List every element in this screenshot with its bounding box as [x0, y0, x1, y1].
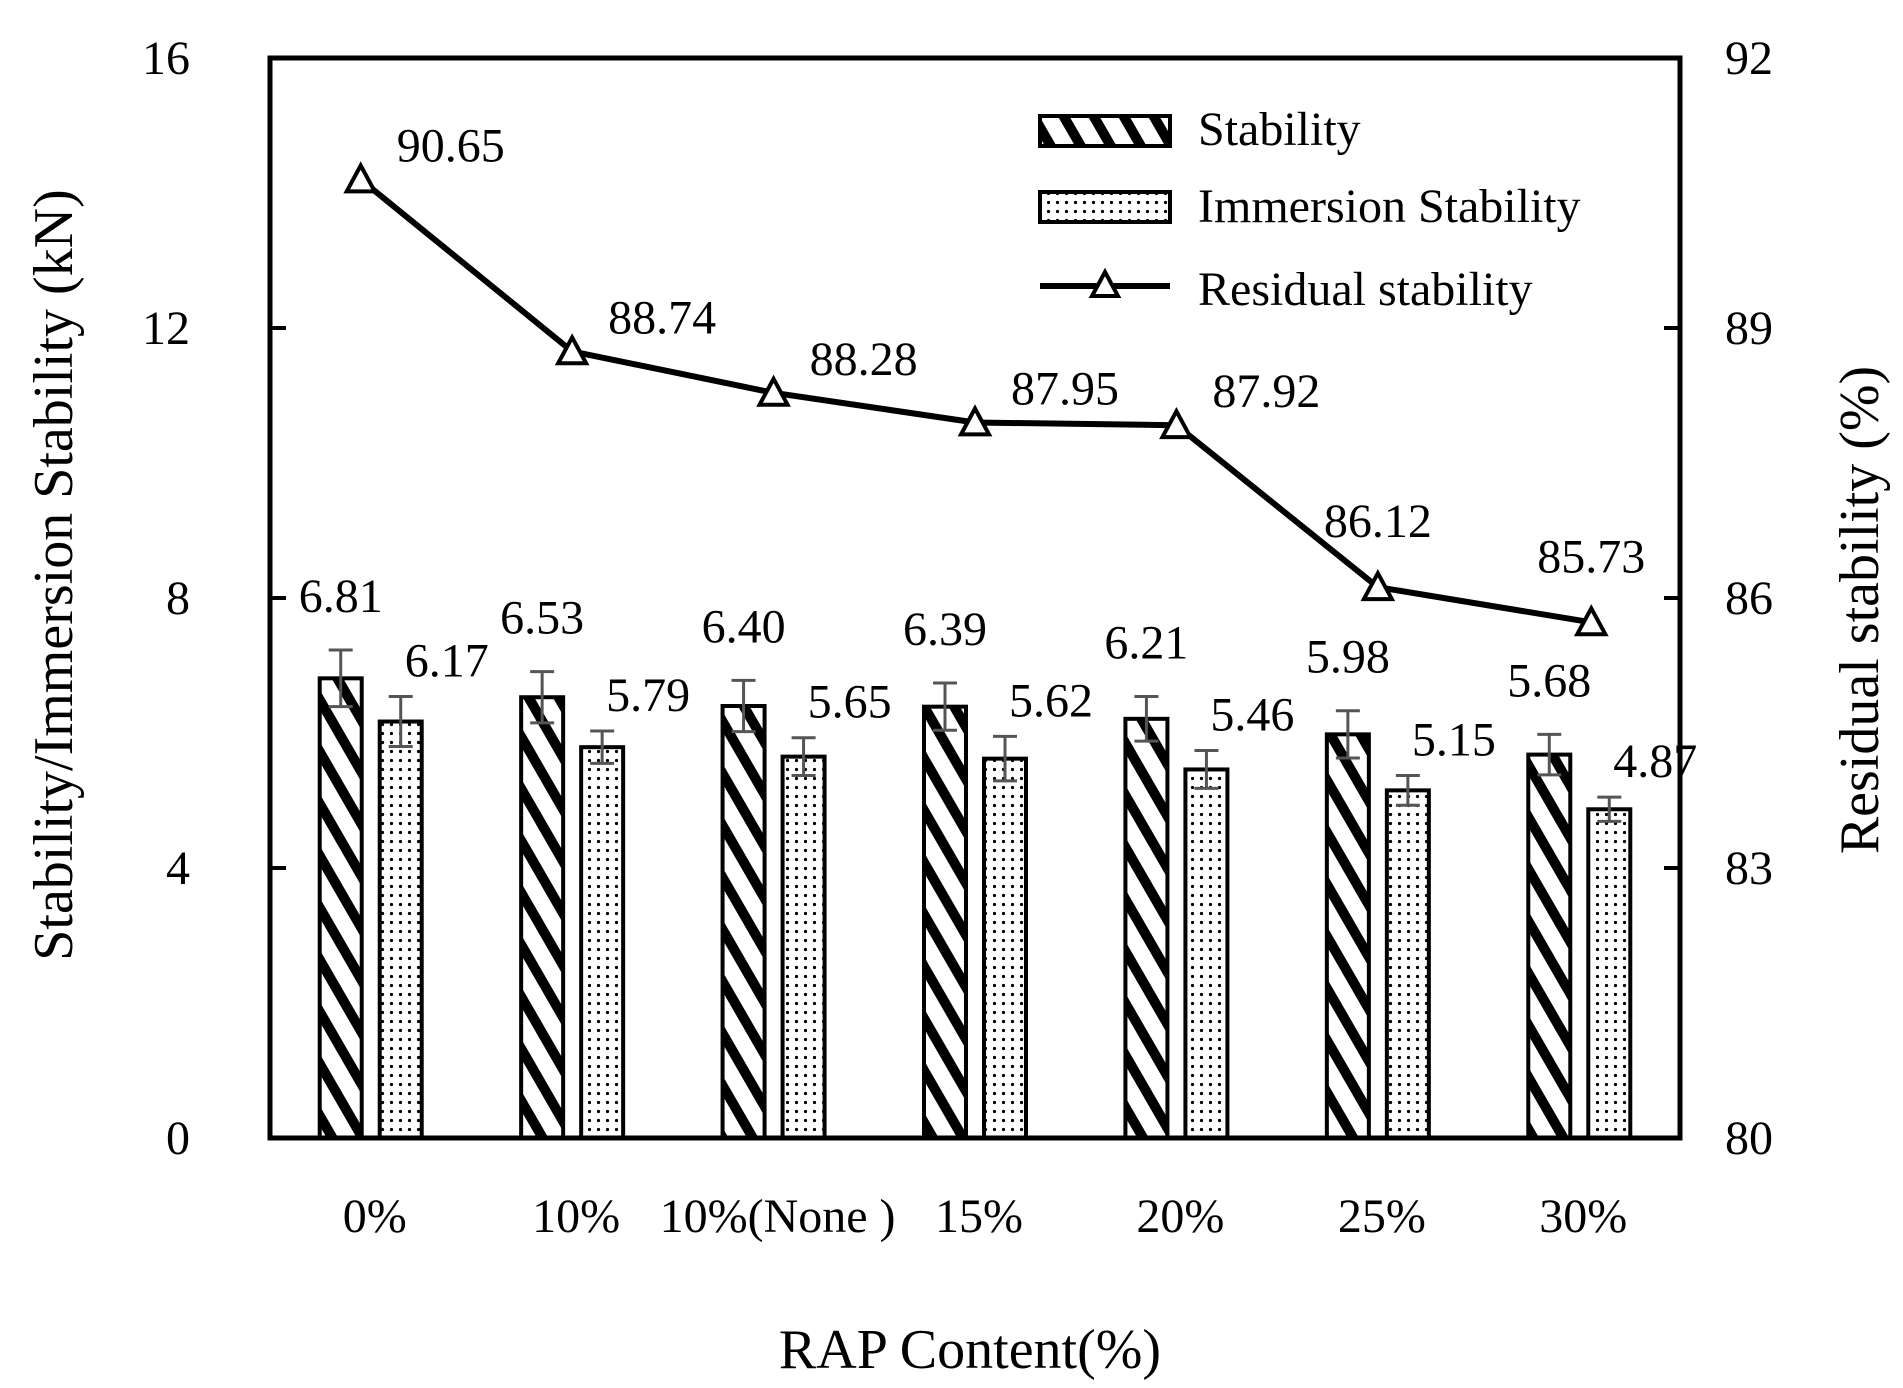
immersion-stability-data-label: 4.87 [1613, 735, 1697, 788]
residual-stability-data-label: 85.73 [1537, 530, 1645, 583]
data-labels-layer: 6.81 6.53 6.40 6.39 6.21 5.98 5.68 6.17 5.79 5.65… [299, 120, 1698, 789]
x-tick-label: 0% [343, 1190, 407, 1243]
stability-bar [1526, 752, 1573, 1140]
immersion-stability-bar [1384, 788, 1431, 1140]
stability-bar [1123, 716, 1170, 1140]
stability-data-label: 5.68 [1507, 654, 1591, 707]
residual-stability-marker [343, 161, 379, 194]
y2-tick-label: 80 [1725, 1112, 1773, 1165]
axes-layer: 0 4 8 12 16 80 83 86 89 92 0% 10% 10%(None ) 15% 20% 25… [142, 32, 1773, 1243]
y2-axis-title: Residual stability (%) [1829, 366, 1891, 854]
stability-bar [922, 704, 968, 1140]
residual-stability-marker [554, 333, 590, 366]
residual-stability-marker [1573, 604, 1609, 637]
residual-line-layer [343, 161, 1609, 637]
residual-stability-marker [1159, 406, 1194, 440]
immersion-stability-data-label: 5.65 [808, 676, 892, 729]
y2-tick-label: 92 [1725, 32, 1773, 85]
immersion-stability-bar [1586, 807, 1633, 1141]
immersion-stability-data-label: 5.62 [1009, 674, 1093, 727]
legend-marker-residual [1088, 267, 1122, 298]
stability-bar [720, 704, 767, 1140]
stability-bar [519, 695, 566, 1140]
legend-label-immersion-stability: Immersion Stability [1198, 180, 1581, 233]
y2-tick-label: 89 [1725, 302, 1773, 355]
immersion-stability-bar [377, 719, 424, 1141]
stability-data-label: 6.40 [702, 600, 786, 653]
stability-data-label: 6.39 [903, 603, 987, 656]
x-tick-label: 30% [1539, 1190, 1627, 1243]
y-tick-label: 12 [142, 302, 190, 355]
legend-label-residual-stability: Residual stability [1198, 263, 1533, 316]
residual-stability-data-label: 86.12 [1324, 495, 1432, 548]
immersion-stability-data-label: 5.15 [1412, 714, 1496, 767]
residual-stability-marker [957, 404, 993, 437]
immersion-stability-data-label: 5.79 [606, 669, 690, 722]
immersion-stability-bar [982, 756, 1028, 1141]
x-tick-label: 25% [1338, 1190, 1426, 1243]
legend: Stability Immersion Stability Residual s… [1038, 103, 1581, 316]
stability-data-label: 6.81 [299, 570, 383, 623]
stability-bar [317, 676, 364, 1140]
x-axis-title: RAP Content(%) [779, 1319, 1161, 1381]
residual-stability-marker [756, 374, 791, 407]
y-tick-label: 8 [166, 572, 190, 625]
y-axis-title: Stability/Immersion Stability (kN) [23, 189, 85, 961]
immersion-stability-data-label: 6.17 [405, 635, 489, 688]
legend-label-stability: Stability [1198, 103, 1361, 156]
x-tick-label: 20% [1136, 1190, 1224, 1243]
immersion-stability-bar [1183, 767, 1230, 1140]
x-tick-label: 10%(None ) [660, 1190, 896, 1243]
y-tick-label: 16 [142, 32, 190, 85]
y2-tick-label: 86 [1725, 572, 1773, 625]
residual-stability-marker [1360, 568, 1396, 602]
y-tick-label: 0 [166, 1112, 190, 1165]
immersion-stability-bar [579, 745, 626, 1140]
error-bars-layer [328, 648, 1622, 823]
immersion-stability-data-label: 5.46 [1210, 689, 1294, 742]
stability-data-label: 5.98 [1306, 631, 1390, 684]
y2-tick-label: 83 [1725, 842, 1773, 895]
residual-stability-data-label: 90.65 [397, 120, 505, 173]
residual-stability-line [358, 177, 1592, 626]
immersion-stability-bar [780, 754, 827, 1140]
y-tick-label: 4 [166, 842, 190, 895]
stability-data-label: 6.53 [500, 592, 584, 645]
residual-stability-data-label: 87.92 [1212, 365, 1320, 418]
stability-data-label: 6.21 [1104, 617, 1188, 670]
residual-stability-data-label: 87.95 [1011, 363, 1119, 416]
residual-stability-data-label: 88.74 [608, 291, 716, 344]
legend-swatch-stability [1038, 114, 1172, 148]
stability-bar [1324, 732, 1371, 1140]
legend-swatch-immersion-stability [1038, 190, 1172, 224]
x-tick-label: 10% [532, 1190, 620, 1243]
x-tick-label: 15% [935, 1190, 1023, 1243]
residual-stability-data-label: 88.28 [810, 333, 918, 386]
